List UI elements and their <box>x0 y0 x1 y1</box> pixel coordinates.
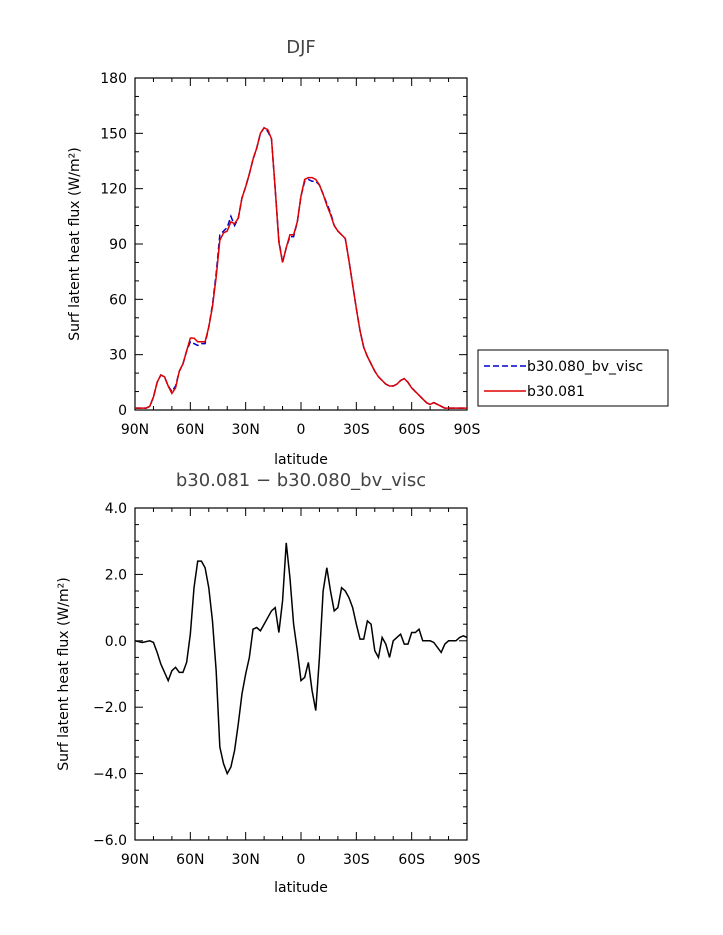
legend-box <box>477 349 669 407</box>
x-tick-label: 60S <box>398 422 425 438</box>
y-tick-label: 0.0 <box>105 634 127 650</box>
x-tick-label: 60S <box>398 852 425 868</box>
top-panel: DJF 90N 60N 30N 0 30S 60S 90S0306090120150180 … <box>67 37 669 468</box>
bottom-plot-frame <box>134 507 468 841</box>
x-tick-label: 90N <box>121 852 149 868</box>
y-tick-label: 0 <box>118 403 127 419</box>
series-line-difference <box>134 542 468 776</box>
x-tick-label: 90S <box>454 852 481 868</box>
series-line-b30-081 <box>135 126 467 409</box>
bottom-x-axis-label: latitude <box>274 880 328 896</box>
top-y-axis-label: Surf latent heat flux (W/m²) <box>67 147 83 340</box>
x-tick-label: 60N <box>176 422 204 438</box>
bottom-y-axis-label: Surf latent heat flux (W/m²) <box>56 577 72 770</box>
legend-label-b30-081: b30.081 <box>527 384 585 400</box>
y-tick-label: 60 <box>109 292 127 308</box>
y-tick-label: 90 <box>109 237 127 253</box>
legend: b30.080_bv_visc b30.081 <box>477 349 669 407</box>
bottom-series-group <box>134 542 468 776</box>
y-tick-label: 120 <box>100 182 127 198</box>
x-tick-label: 30N <box>232 422 260 438</box>
x-tick-label: 90S <box>454 422 481 438</box>
top-plot-frame <box>134 77 468 411</box>
x-tick-label: 0 <box>297 422 306 438</box>
x-tick-label: 0 <box>297 852 306 868</box>
y-tick-label: 30 <box>109 348 127 364</box>
y-tick-label: −4.0 <box>93 767 127 783</box>
top-chart-title: DJF <box>286 37 316 58</box>
x-tick-label: 30S <box>343 852 370 868</box>
y-tick-label: −6.0 <box>93 833 127 849</box>
bottom-panel: b30.081 − b30.080_bv_visc 90N 60N 30N 0 30S 6… <box>56 470 480 896</box>
top-axis-ticks: 90N 60N 30N 0 30S 60S 90S 0 30 60 90 120 150 180 <box>100 71 480 438</box>
y-tick-label: −2.0 <box>93 700 127 716</box>
x-tick-label: 30N <box>232 852 260 868</box>
y-tick-label: 180 <box>100 71 127 87</box>
y-tick-label: 2.0 <box>105 567 127 583</box>
bottom-axis-ticks: 90N 60N 30N 0 30S 60S 90S −6.0 −4.0 −2.0 0.0 2.0 4.0 <box>93 501 480 868</box>
top-series-group <box>135 126 467 409</box>
y-tick-label: 4.0 <box>105 501 127 517</box>
series-line-b30-080-bv-visc <box>135 126 467 409</box>
x-tick-label: 90N <box>121 422 149 438</box>
x-tick-label: 60N <box>176 852 204 868</box>
top-x-axis-label: latitude <box>274 452 328 468</box>
bottom-chart-title: b30.081 − b30.080_bv_visc <box>176 470 426 491</box>
y-tick-label: 150 <box>100 126 127 142</box>
x-tick-label: 30S <box>343 422 370 438</box>
legend-label-b30-080: b30.080_bv_visc <box>527 359 643 375</box>
